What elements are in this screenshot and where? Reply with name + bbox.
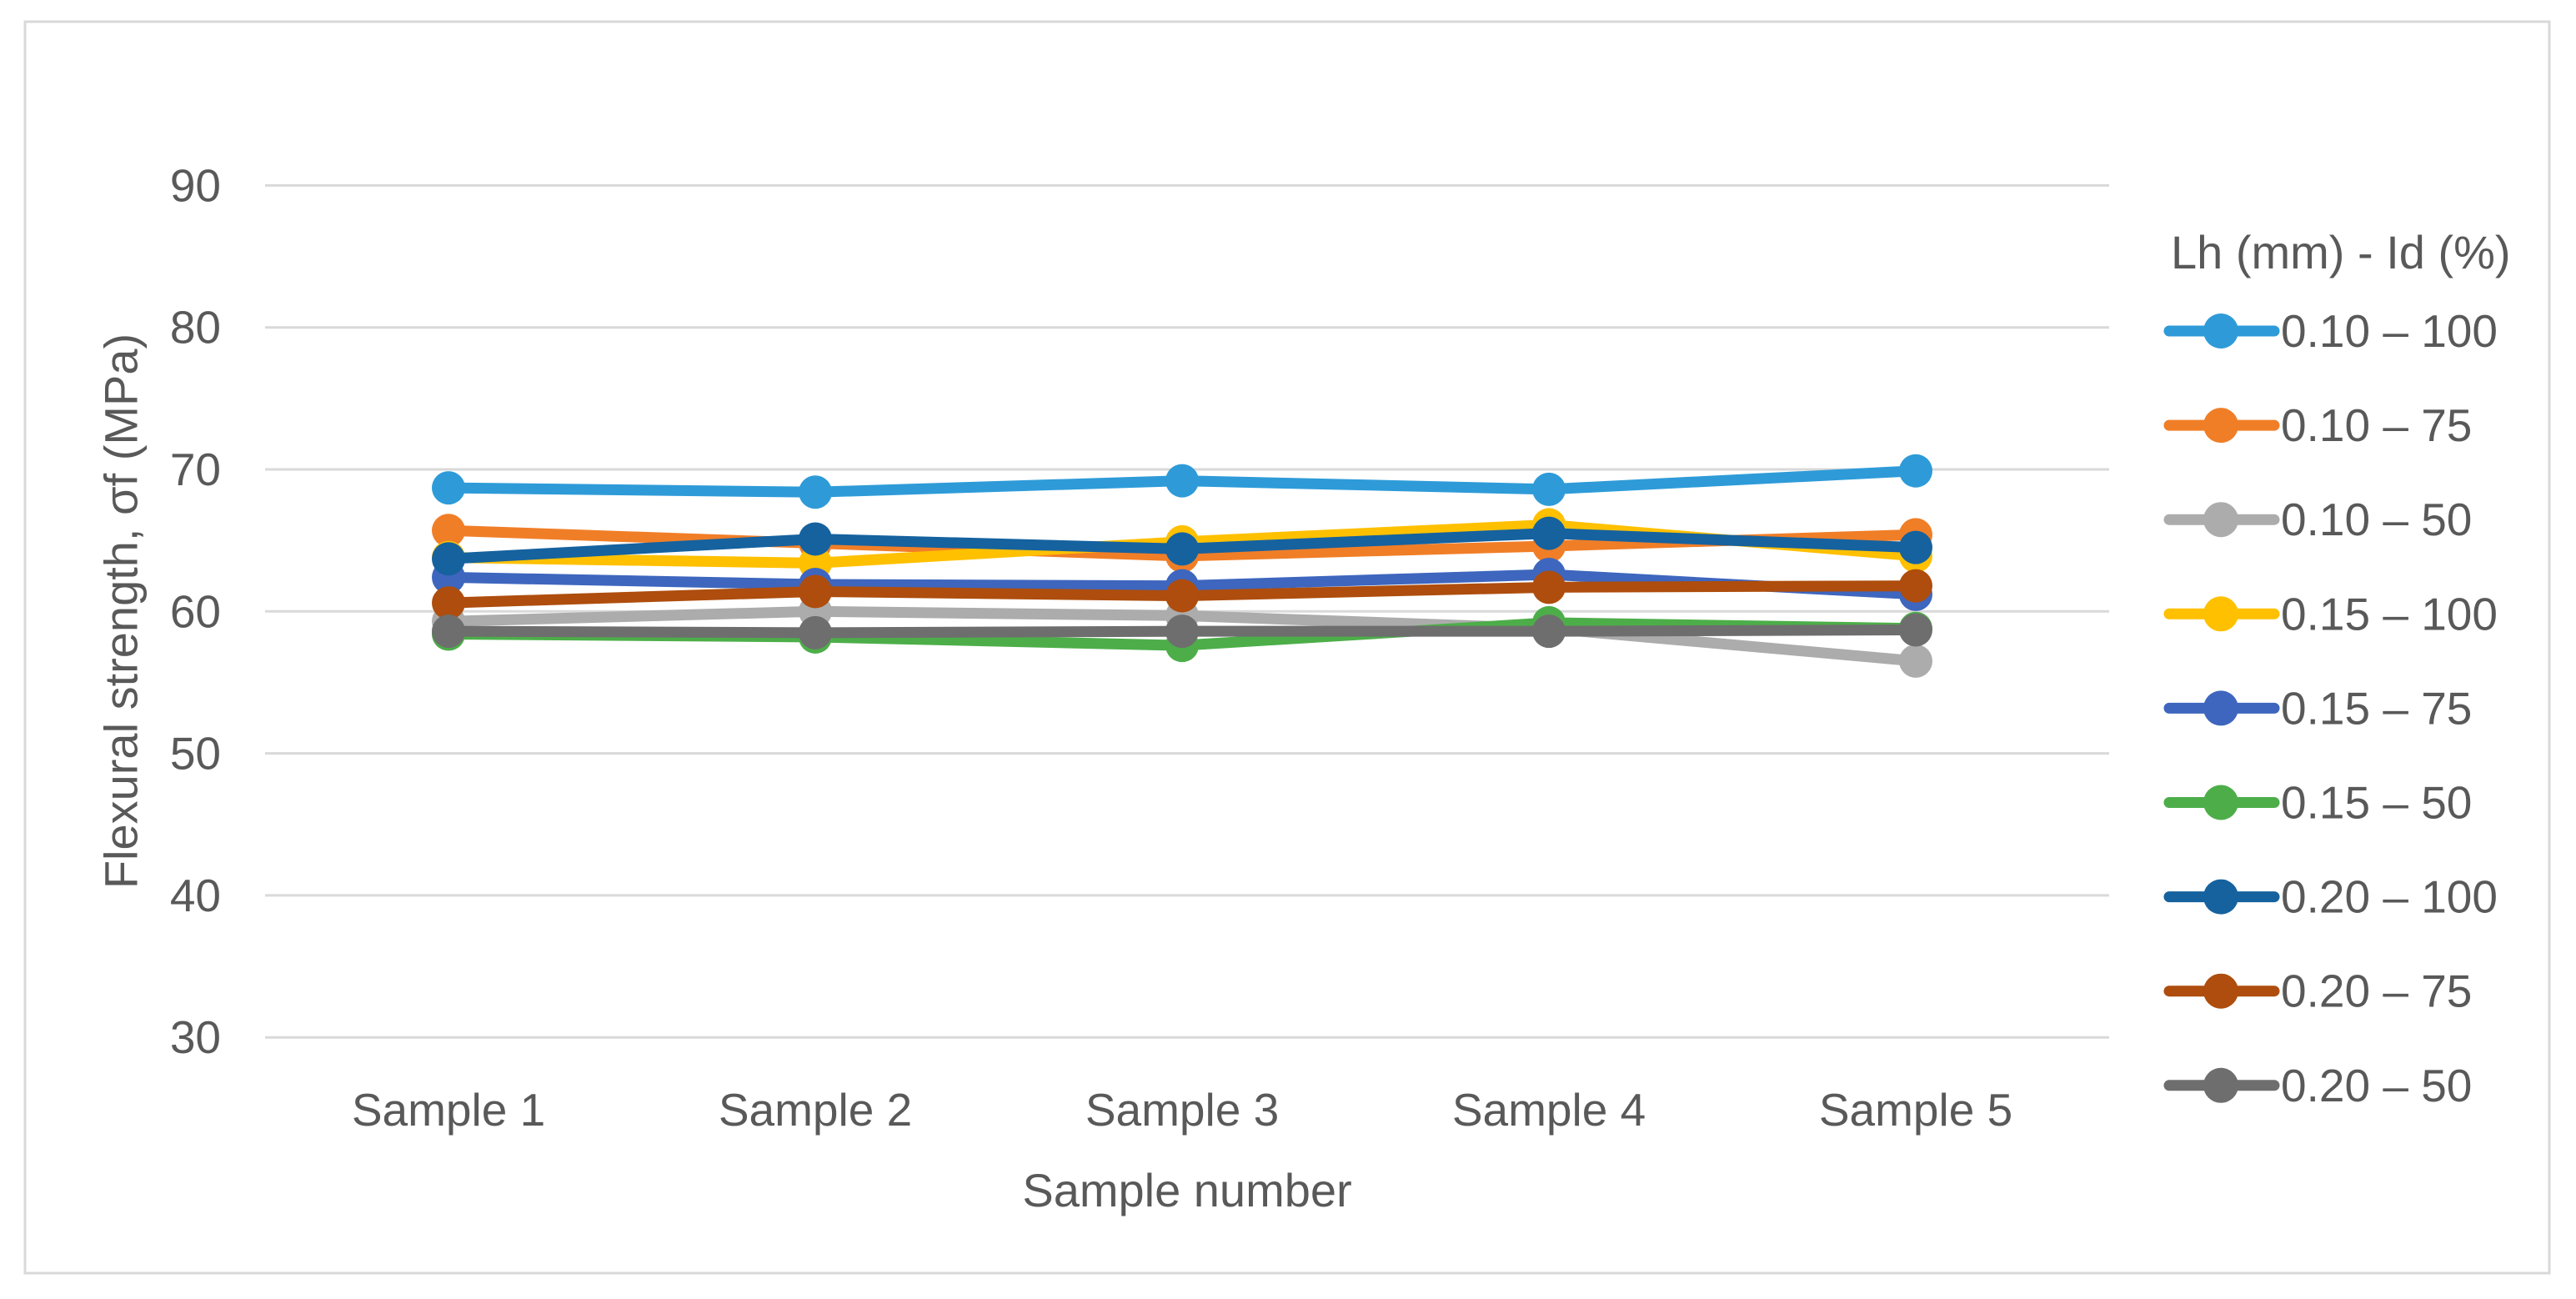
- series-0-20-75[interactable]: [432, 569, 1932, 620]
- legend-item-label-0-20-100: 0.20 – 100: [2281, 871, 2498, 923]
- legend-item-0-10-75[interactable]: 0.10 – 75: [2163, 399, 2472, 451]
- legend-item-label-0-15-50: 0.15 – 50: [2281, 777, 2472, 829]
- y-axis-tick-labels: 30 40 50 60 70 80 90: [170, 159, 221, 1063]
- plot-series: [432, 454, 1932, 678]
- legend-marker-dot-0-15-75: [2203, 690, 2238, 726]
- x-category-label-sample-1: Sample 1: [352, 1084, 545, 1136]
- data-point-0-20-100-sample-3[interactable]: [1165, 532, 1199, 566]
- data-point-0-10-50-sample-5[interactable]: [1899, 644, 1932, 678]
- data-point-0-10-100-sample-5[interactable]: [1899, 454, 1932, 488]
- legend-item-label-0-15-100: 0.15 – 100: [2281, 588, 2498, 639]
- y-tick-label-80: 80: [170, 302, 221, 354]
- x-category-label-sample-4: Sample 4: [1452, 1084, 1646, 1136]
- data-point-0-20-75-sample-1[interactable]: [432, 586, 465, 620]
- y-tick-label-60: 60: [170, 585, 221, 637]
- legend-item-0-20-100[interactable]: 0.20 – 100: [2163, 871, 2498, 923]
- legend-item-0-15-75[interactable]: 0.15 – 75: [2163, 682, 2472, 734]
- data-point-0-20-75-sample-2[interactable]: [799, 574, 832, 609]
- data-point-0-20-50-sample-1[interactable]: [432, 614, 465, 649]
- figure-border: [23, 20, 2551, 1275]
- data-point-0-20-50-sample-3[interactable]: [1165, 614, 1199, 649]
- data-point-0-10-75-sample-1[interactable]: [432, 514, 465, 548]
- legend-marker-dot-0-20-50: [2203, 1067, 2238, 1103]
- data-point-0-10-100-sample-2[interactable]: [799, 475, 832, 509]
- legend: 0.10 – 100 0.10 – 75 0.10 – 50 0.15 – 100 0.…: [2163, 305, 2498, 1111]
- legend-item-0-10-50[interactable]: 0.10 – 50: [2163, 494, 2472, 545]
- legend-item-label-0-10-50: 0.10 – 50: [2281, 494, 2472, 545]
- legend-marker-dot-0-10-50: [2203, 502, 2238, 538]
- data-point-0-20-100-sample-2[interactable]: [799, 522, 832, 556]
- y-tick-label-30: 30: [170, 1011, 221, 1063]
- legend-item-0-10-100[interactable]: 0.10 – 100: [2163, 305, 2498, 357]
- data-point-0-10-100-sample-3[interactable]: [1165, 464, 1199, 498]
- x-axis-title: Sample number: [1022, 1164, 1351, 1216]
- data-point-0-20-50-sample-4[interactable]: [1532, 614, 1566, 649]
- series-0-20-100[interactable]: [432, 516, 1932, 576]
- data-point-0-20-50-sample-5[interactable]: [1899, 613, 1932, 647]
- y-tick-label-40: 40: [170, 870, 221, 921]
- legend-item-label-0-15-75: 0.15 – 75: [2281, 682, 2472, 734]
- data-point-0-20-100-sample-1[interactable]: [432, 542, 465, 576]
- legend-item-0-20-75[interactable]: 0.20 – 75: [2163, 965, 2472, 1017]
- x-axis-category-labels: Sample 1 Sample 2 Sample 3 Sample 4 Sample 5: [352, 1084, 2012, 1136]
- legend-marker-dot-0-15-50: [2203, 785, 2238, 820]
- legend-title: Lh (mm) - Id (%): [2171, 226, 2511, 278]
- y-axis-title: Flexural strength, σf (MPa): [95, 334, 148, 889]
- legend-item-0-15-50[interactable]: 0.15 – 50: [2163, 777, 2472, 829]
- data-point-0-20-75-sample-5[interactable]: [1899, 569, 1932, 603]
- data-point-0-20-50-sample-2[interactable]: [799, 615, 832, 650]
- legend-item-label-0-10-100: 0.10 – 100: [2281, 305, 2498, 357]
- data-point-0-20-75-sample-4[interactable]: [1532, 570, 1566, 604]
- legend-item-label-0-20-75: 0.20 – 75: [2281, 965, 2472, 1017]
- series-0-20-50[interactable]: [432, 613, 1932, 650]
- y-tick-label-90: 90: [170, 159, 221, 211]
- x-category-label-sample-3: Sample 3: [1085, 1084, 1279, 1136]
- data-point-0-20-100-sample-4[interactable]: [1532, 516, 1566, 550]
- gridlines: [265, 183, 2109, 1039]
- legend-marker-dot-0-15-100: [2203, 596, 2238, 632]
- data-point-0-20-75-sample-3[interactable]: [1165, 579, 1199, 613]
- y-tick-label-50: 50: [170, 728, 221, 780]
- x-category-label-sample-5: Sample 5: [1819, 1084, 2012, 1136]
- data-point-0-10-100-sample-1[interactable]: [432, 471, 465, 505]
- legend-marker-dot-0-20-100: [2203, 879, 2238, 915]
- legend-marker-dot-0-10-100: [2203, 313, 2238, 349]
- legend-item-0-20-50[interactable]: 0.20 – 50: [2163, 1060, 2472, 1111]
- data-point-0-20-100-sample-5[interactable]: [1899, 530, 1932, 564]
- legend-item-label-0-20-50: 0.20 – 50: [2281, 1060, 2472, 1111]
- legend-item-0-15-100[interactable]: 0.15 – 100: [2163, 588, 2498, 639]
- series-0-10-100[interactable]: [432, 454, 1932, 509]
- data-point-0-10-100-sample-4[interactable]: [1532, 472, 1566, 506]
- legend-marker-dot-0-20-75: [2203, 973, 2238, 1009]
- y-tick-label-70: 70: [170, 444, 221, 495]
- x-category-label-sample-2: Sample 2: [719, 1084, 912, 1136]
- legend-item-label-0-10-75: 0.10 – 75: [2281, 399, 2472, 451]
- legend-marker-dot-0-10-75: [2203, 408, 2238, 444]
